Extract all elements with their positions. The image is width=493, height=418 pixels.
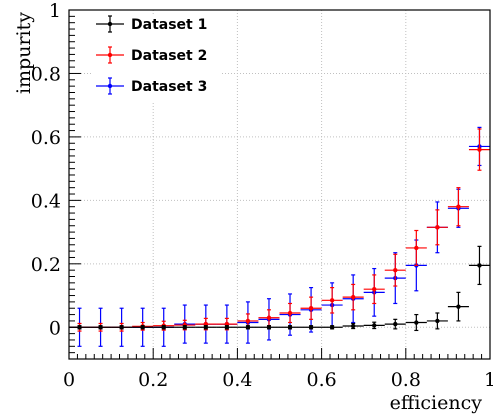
x-tick-label: 1 (484, 369, 493, 391)
data-point (203, 325, 209, 330)
y-tick-label: 1 (49, 0, 61, 22)
x-axis-title: efficiency (390, 392, 483, 414)
data-point (435, 225, 440, 230)
data-point (161, 325, 166, 330)
data-point (98, 325, 103, 330)
y-tick-label: 0.8 (31, 63, 61, 85)
data-point (372, 287, 377, 292)
data-point (414, 320, 419, 325)
x-tick-label: 0.8 (391, 369, 421, 391)
legend-label: Dataset 2 (131, 48, 207, 64)
y-tick-label: 0.4 (31, 190, 61, 212)
y-axis-title: impurity (13, 12, 35, 94)
y-tick-label: 0.6 (31, 127, 61, 149)
data-point (456, 304, 461, 309)
data-point (245, 318, 251, 324)
data-point (350, 323, 356, 329)
data-series (69, 126, 490, 347)
data-point (456, 204, 461, 209)
x-tick-label: 0 (63, 369, 75, 391)
data-point (372, 323, 377, 328)
legend-marker-point (107, 21, 113, 27)
series-1 (69, 245, 490, 332)
data-point (350, 294, 356, 300)
axis-ticks (68, 9, 491, 360)
data-point (266, 325, 272, 330)
data-point (266, 315, 272, 320)
data-point (245, 325, 251, 330)
data-point (308, 306, 314, 311)
legend: Dataset 1 Dataset 2 Dataset 3 (92, 14, 222, 102)
data-point (287, 325, 293, 330)
x-tick-label: 0.2 (138, 369, 168, 391)
tick-labels: 0 0.2 0.4 0.6 0.8 1 0 0.2 0.4 0.6 0.8 1 (31, 0, 493, 391)
data-point (329, 325, 335, 330)
legend-label: Dataset 1 (131, 17, 207, 33)
data-point (393, 267, 398, 273)
y-tick-label: 0 (49, 317, 61, 339)
data-point (393, 321, 398, 327)
data-point (308, 325, 314, 330)
legend-marker-point (107, 52, 113, 58)
data-point (287, 310, 293, 316)
data-point (477, 263, 482, 268)
y-tick-label: 0.2 (31, 254, 61, 276)
data-point (435, 318, 440, 324)
data-point (329, 298, 335, 303)
data-point (182, 325, 187, 330)
data-point (140, 325, 145, 330)
legend-background (92, 14, 222, 102)
legend-label: Dataset 3 (131, 79, 207, 95)
x-tick-label: 0.4 (222, 369, 252, 391)
data-point (414, 245, 419, 251)
x-tick-label: 0.6 (306, 369, 336, 391)
legend-marker-point (107, 83, 113, 89)
data-point (224, 325, 230, 330)
data-point (477, 147, 482, 152)
data-point (119, 325, 124, 330)
